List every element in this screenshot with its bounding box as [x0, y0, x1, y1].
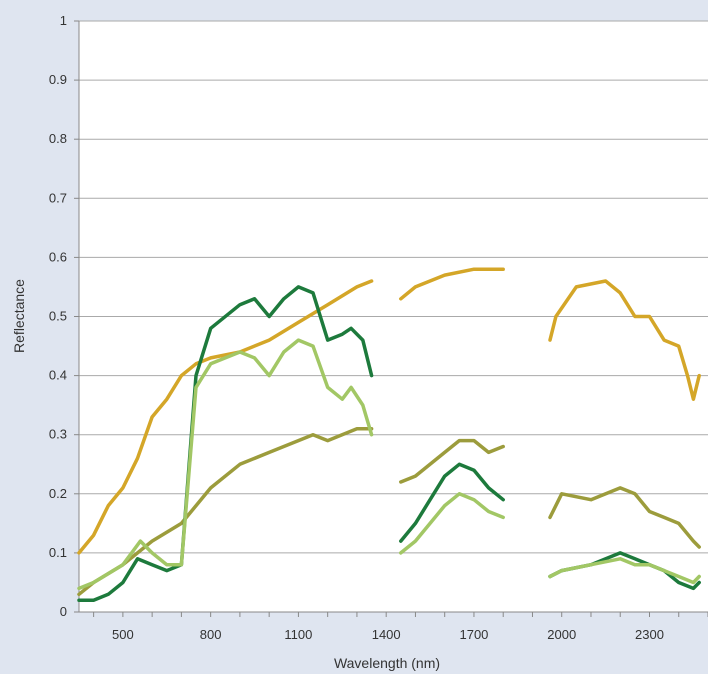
x-tick-label: 2300 — [635, 627, 664, 642]
series-1-line — [77, 279, 374, 555]
y-tick-label: 0.8 — [49, 131, 67, 146]
y-tick-label: 0.1 — [49, 545, 67, 560]
axes — [74, 20, 708, 617]
y-tick-label: 0.2 — [49, 486, 67, 501]
y-tick-label: 0.3 — [49, 427, 67, 442]
x-tick-label: 1100 — [284, 627, 312, 642]
series-3-line — [399, 462, 505, 543]
gridlines — [79, 20, 708, 554]
x-tick-label: 1700 — [459, 627, 488, 642]
series-3-line — [77, 285, 374, 602]
y-tick-label: 0 — [60, 604, 67, 619]
series-2-line — [548, 486, 701, 549]
series-2-line — [399, 438, 505, 484]
series-4-line — [399, 492, 505, 555]
y-tick-label: 0.4 — [49, 368, 67, 383]
x-tick-label: 800 — [200, 627, 222, 642]
series-4-line — [77, 338, 374, 591]
y-tick-label: 0.7 — [49, 190, 67, 205]
x-tick-label: 1400 — [372, 627, 401, 642]
series-1-line — [548, 279, 701, 401]
series-lines — [77, 267, 701, 602]
x-axis-title: Wavelength (nm) — [334, 655, 440, 671]
series-1-line — [399, 267, 505, 301]
series-4-line — [548, 557, 701, 585]
y-tick-label: 0.9 — [49, 72, 67, 87]
y-tick-label: 0.5 — [49, 309, 67, 324]
y-axis-title: Reflectance — [11, 279, 27, 353]
x-tick-label: 2000 — [547, 627, 576, 642]
tick-labels: 0 0.1 0.2 0.3 0.4 0.5 0.6 0.7 0.8 0.9 1 500 800 1100 1… — [49, 13, 664, 642]
y-tick-label: 1 — [60, 13, 67, 28]
x-tick-label: 500 — [112, 627, 134, 642]
y-tick-label: 0.6 — [49, 249, 67, 264]
